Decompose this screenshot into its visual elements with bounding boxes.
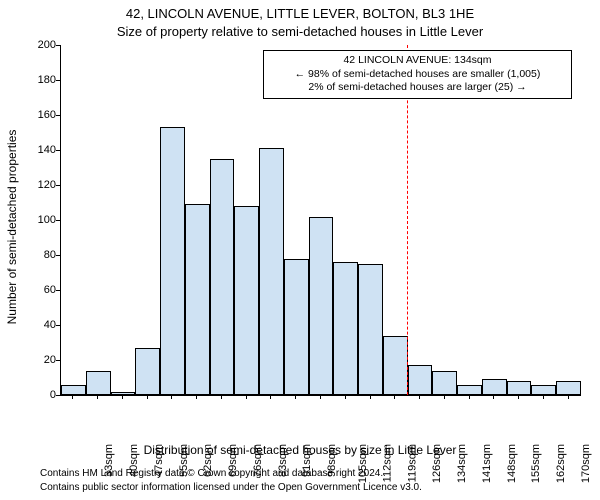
histogram-bar [259,148,284,395]
histogram-bar [531,385,556,396]
chart-title-line1: 42, LINCOLN AVENUE, LITTLE LEVER, BOLTON… [0,6,600,21]
histogram-bar [234,206,259,395]
y-tick-label: 120 [38,179,56,191]
x-tick-mark [122,395,123,399]
histogram-bar [135,348,160,395]
histogram-bar [482,379,507,395]
histogram-bar [61,385,86,396]
y-tick-label: 40 [44,319,56,331]
x-tick-mark [469,395,470,399]
x-tick-mark [419,395,420,399]
x-tick-mark [270,395,271,399]
histogram-bar [408,365,433,395]
x-tick-mark [221,395,222,399]
chart-container: 42, LINCOLN AVENUE, LITTLE LEVER, BOLTON… [0,0,600,500]
histogram-bar [556,381,581,395]
x-tick-mark [345,395,346,399]
y-tick-label: 60 [44,284,56,296]
footer-line2: Contains public sector information licen… [40,482,422,493]
histogram-bar [111,392,136,396]
histogram-bar [432,371,457,396]
histogram-bar [457,385,482,396]
x-tick-mark [295,395,296,399]
property-annotation-box: 42 LINCOLN AVENUE: 134sqm ← 98% of semi-… [263,50,572,99]
x-tick-mark [493,395,494,399]
x-tick-mark [370,395,371,399]
histogram-bar [86,371,111,396]
histogram-bar [210,159,235,395]
annotation-line3: 2% of semi-detached houses are larger (2… [269,81,566,95]
x-tick-mark [171,395,172,399]
histogram-bar [160,127,185,395]
y-tick-label: 140 [38,144,56,156]
x-tick-mark [147,395,148,399]
histogram-bar [507,381,532,395]
x-tick-mark [196,395,197,399]
y-tick-label: 80 [44,249,56,261]
x-axis-label: Distribution of semi-detached houses by … [0,443,600,457]
x-tick-mark [543,395,544,399]
x-tick-mark [246,395,247,399]
histogram-bar [309,217,334,396]
x-tick-mark [518,395,519,399]
y-tick-label: 100 [38,214,56,226]
x-tick-mark [72,395,73,399]
y-tick-label: 200 [38,39,56,51]
y-tick-label: 180 [38,74,56,86]
histogram-bar [185,204,210,395]
annotation-line1: 42 LINCOLN AVENUE: 134sqm [269,54,566,68]
x-tick-mark [444,395,445,399]
chart-title-line2: Size of property relative to semi-detach… [0,24,600,39]
annotation-line2: ← 98% of semi-detached houses are smalle… [269,68,566,82]
y-tick-label: 160 [38,109,56,121]
x-tick-mark [394,395,395,399]
x-tick-mark [568,395,569,399]
x-tick-mark [320,395,321,399]
footer-line1: Contains HM Land Registry data © Crown c… [40,468,383,479]
histogram-bar [383,336,408,396]
y-axis-label: Number of semi-detached properties [5,130,19,325]
histogram-bar [333,262,358,395]
x-tick-mark [97,395,98,399]
y-tick-label: 20 [44,354,56,366]
histogram-bar [284,259,309,396]
histogram-bar [358,264,383,395]
